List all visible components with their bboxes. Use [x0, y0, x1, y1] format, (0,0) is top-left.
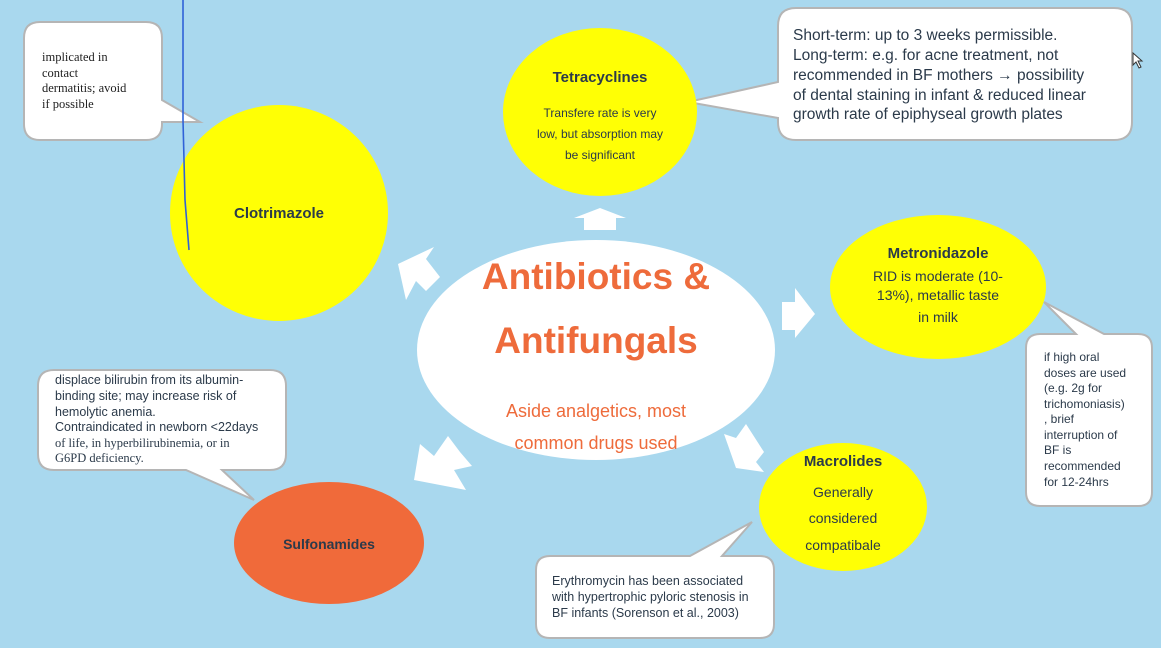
tetracyclines-title: Tetracyclines — [552, 69, 648, 86]
callout-sulfonamides-line1: displace bilirubin from its albumin- — [55, 373, 244, 387]
arrow-to-tetracyclines — [574, 208, 626, 230]
callout-clotrimazole-line3: dermatitis; avoid — [42, 81, 127, 95]
callout-metronidazole-line3: (e.g. 2g for — [1044, 381, 1103, 395]
center-node — [417, 240, 775, 460]
tetracyclines-text-line3: be significant — [564, 148, 636, 162]
macrolides-text-line1: Generally — [813, 484, 873, 500]
clotrimazole-node — [170, 105, 388, 321]
callout-metronidazole-line1: if high oral — [1044, 350, 1100, 364]
macrolides-node — [759, 443, 927, 571]
tetracyclines-node — [503, 28, 697, 196]
callout-metronidazole-line7: BF is — [1044, 443, 1072, 457]
metronidazole-text-line3: in milk — [918, 309, 958, 325]
callout-sulfonamides-line3: hemolytic anemia. — [55, 405, 156, 419]
callout-metronidazole-line5: , brief — [1044, 412, 1075, 426]
macrolides-title: Macrolides — [803, 453, 883, 470]
callout-sulfonamides-line5: of life, in hyperbilirubinemia, or in — [55, 436, 230, 450]
macrolides-text-line2: considered — [808, 510, 878, 526]
callout-tetracyclines-line3: recommended in BF mothers → possibility — [793, 67, 1085, 84]
sulfonamides-title: Sulfonamides — [283, 536, 375, 552]
callout-sulfonamides-line6: G6PD deficiency. — [55, 451, 144, 465]
arrow-to-clotrimazole — [398, 247, 440, 300]
arrow-to-metronidazole — [782, 288, 815, 338]
callout-tetracyclines-line4: of dental staining in infant & reduced l… — [793, 87, 1086, 104]
center-subtitle-line2: common drugs used — [514, 433, 678, 453]
callout-macrolides-line1: Erythromycin has been associated — [552, 574, 744, 588]
callout-clotrimazole-line1: implicated in — [42, 50, 108, 64]
clotrimazole-title: Clotrimazole — [233, 205, 324, 222]
arrow-to-sulfonamides — [414, 436, 472, 490]
callout-metronidazole-line4: trichomoniasis) — [1044, 397, 1125, 411]
center-subtitle-line1: Aside analgetics, most — [505, 401, 687, 421]
callout-sulfonamides-line4: Contraindicated in newborn <22days — [55, 420, 259, 434]
arrow-to-macrolides — [724, 424, 764, 472]
callout-macrolides-line2: with hypertrophic pyloric stenosis in — [552, 590, 749, 604]
callout-bubble-sulfonamides — [37, 369, 287, 501]
metronidazole-text-line2: 13%), metallic taste — [876, 287, 1000, 303]
callout-bubble-metronidazole — [1025, 301, 1153, 507]
annotation-pen-stroke — [182, 0, 190, 251]
callout-clotrimazole-line2: contact — [42, 66, 79, 80]
center-title-line1: Antibiotics & — [481, 256, 711, 297]
callout-metronidazole-line2: doses are used — [1044, 366, 1127, 380]
sulfonamides-node — [234, 482, 424, 604]
mouse-cursor-icon — [1132, 51, 1144, 69]
metronidazole-title: Metronidazole — [887, 245, 989, 262]
callout-metronidazole-line9: for 12-24hrs — [1044, 475, 1109, 489]
tetracyclines-text-line2: low, but absorption may — [536, 127, 664, 141]
callout-tetracyclines-line2: Long-term: e.g. for acne treatment, not — [793, 47, 1059, 64]
callout-tetracyclines-line5: growth rate of epiphyseal growth plates — [793, 106, 1063, 123]
callout-bubble-clotrimazole — [23, 21, 204, 141]
callout-macrolides-line3: BF infants (Sorenson et al., 2003) — [552, 606, 739, 620]
callout-metronidazole-line6: interruption of — [1044, 428, 1118, 442]
metronidazole-node — [830, 215, 1046, 359]
callout-sulfonamides-line2: binding site; may increase risk of — [55, 389, 237, 403]
macrolides-text-line3: compatibale — [805, 537, 881, 553]
metronidazole-text-line1: RID is moderate (10- — [873, 268, 1003, 284]
callout-bubble-tetracyclines — [687, 7, 1133, 141]
tetracyclines-text-line1: Transfere rate is very — [543, 106, 657, 120]
callout-clotrimazole-line4: if possible — [42, 97, 94, 111]
callout-bubble-macrolides — [535, 521, 775, 639]
callout-tetracyclines-line1: Short-term: up to 3 weeks permissible. — [793, 27, 1058, 44]
callout-metronidazole-line8: recommended — [1044, 459, 1121, 473]
center-title-line2: Antifungals — [494, 320, 698, 361]
